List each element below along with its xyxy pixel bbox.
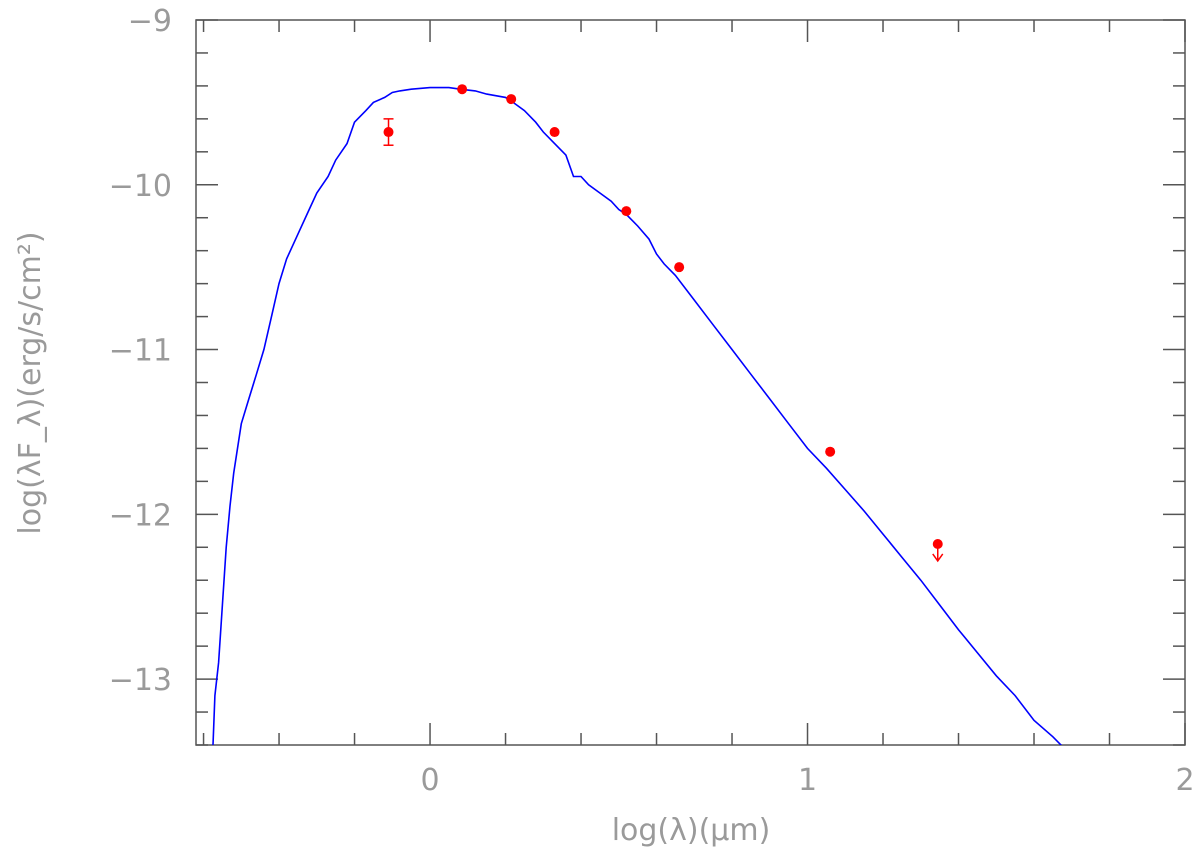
upper-limit-arrow-head [932,553,944,563]
model-spectrum-line [212,86,1063,745]
photometry-point [457,84,468,95]
axis-ticks [196,19,1186,746]
photometry-point [506,94,517,105]
y-axis-label: log(λF_λ)(erg/s/cm²) [13,231,48,534]
plot-border [195,19,1186,746]
y-tick-label: −10 [109,169,172,204]
plot-frame [195,19,1186,746]
photometry-point [383,127,394,138]
photometry-point [674,262,685,273]
photometry-point [549,127,560,138]
x-tick-label: 2 [1175,763,1194,798]
y-tick-label: −12 [109,498,172,533]
tick-labels: 0 1 2 −9 −10 −11 −12 −13 [109,4,1195,798]
x-tick-label: 1 [798,763,817,798]
y-tick-label: −13 [109,663,172,698]
y-tick-label: −9 [128,4,172,39]
x-tick-label: 0 [420,763,439,798]
y-tick-label: −11 [109,334,172,369]
data-series [212,84,1063,745]
photometry-point [825,446,836,457]
photometry-point [621,206,632,217]
x-axis-label: log(λ)(μm) [612,813,771,848]
